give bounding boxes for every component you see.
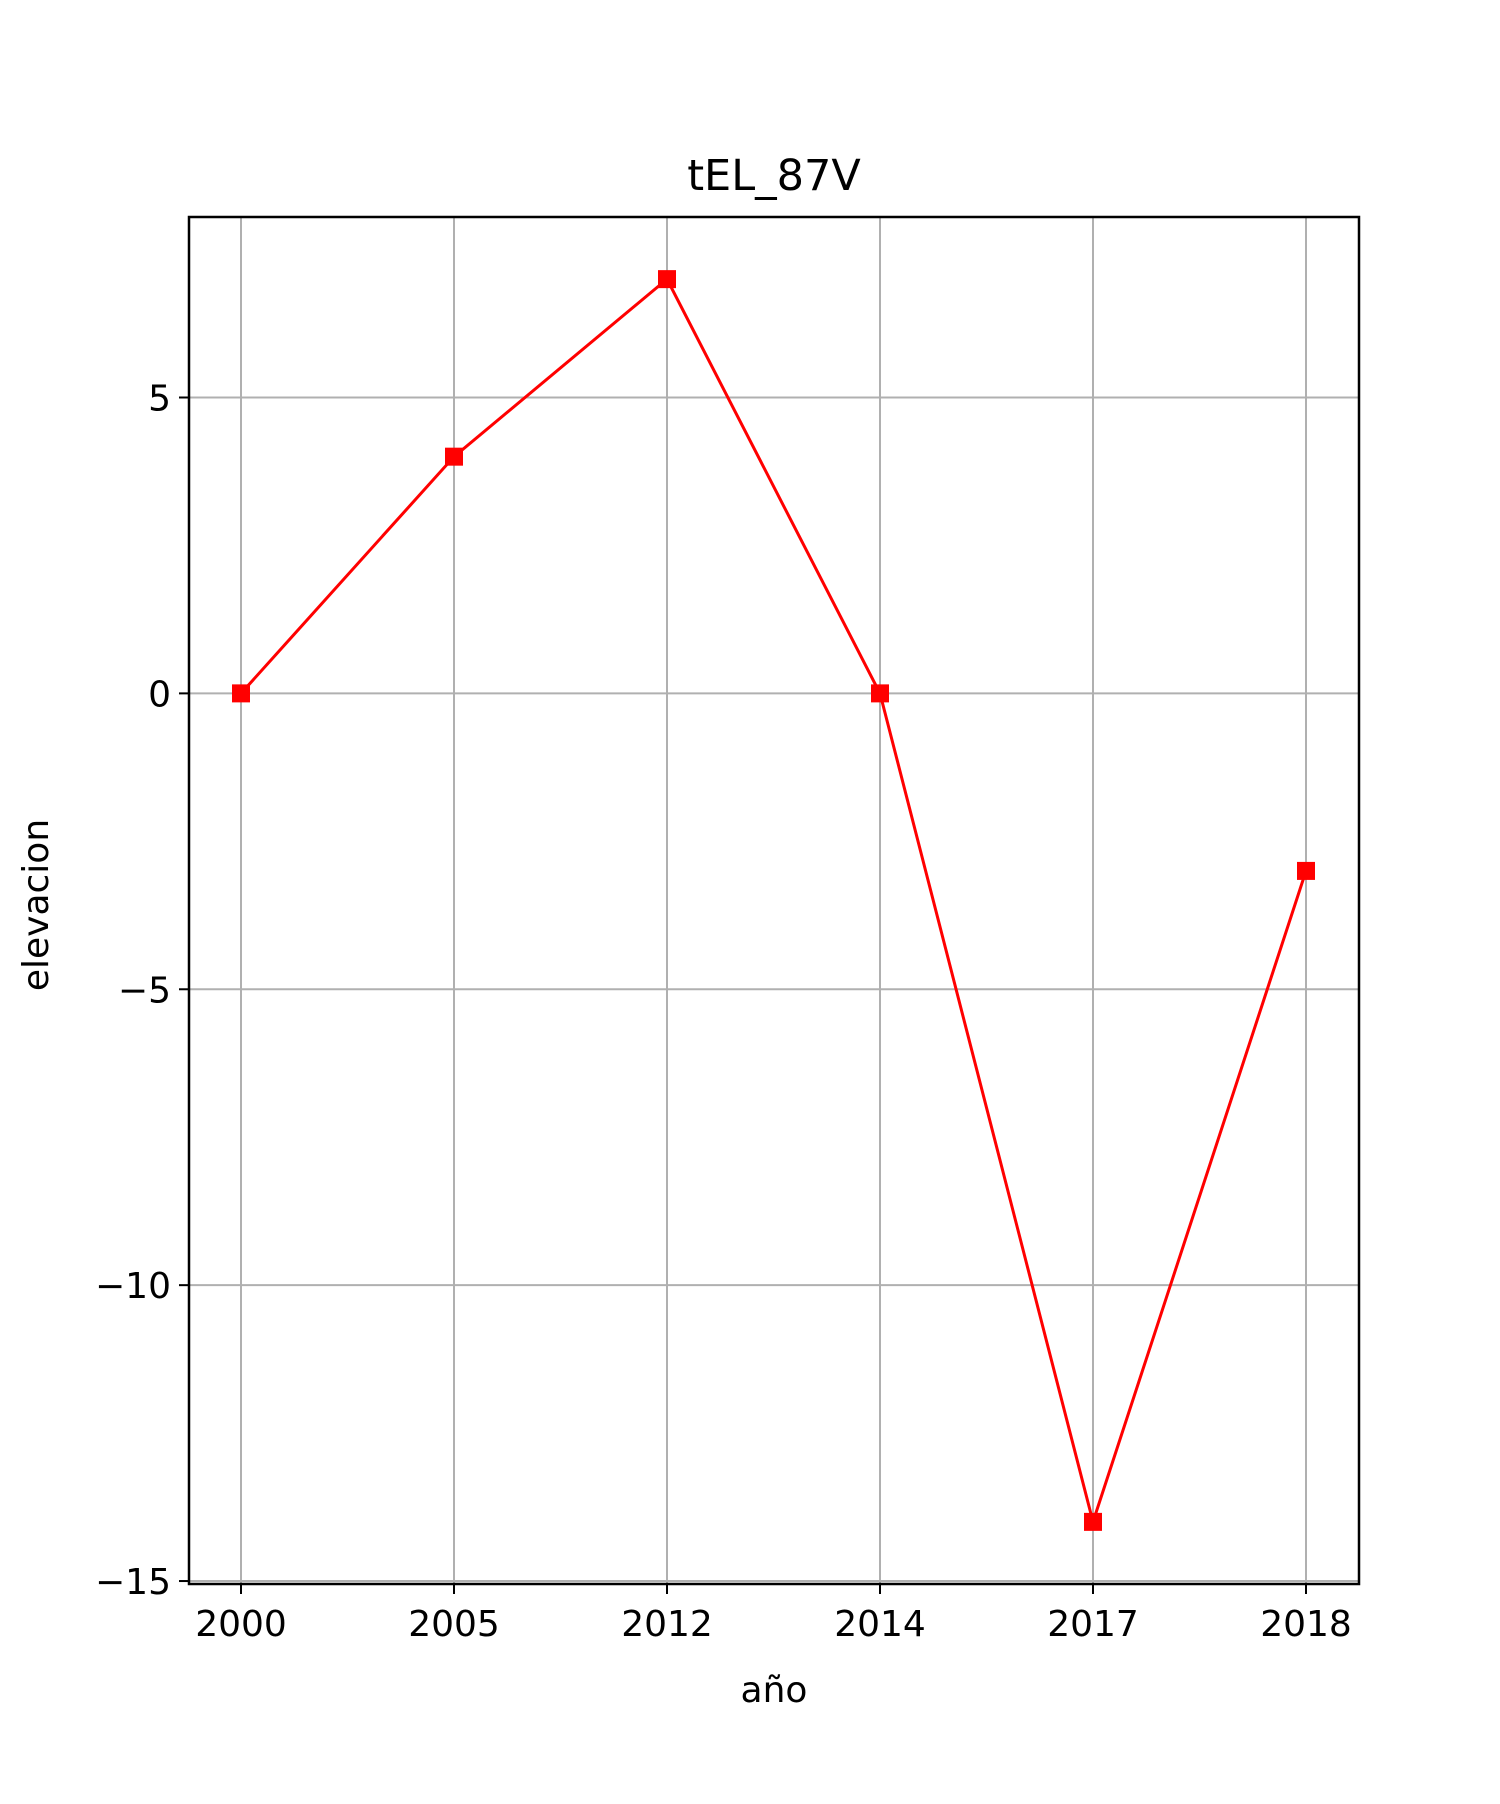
data-point-marker [1297,861,1315,880]
y-tick-label: 5 [148,378,171,419]
y-tick-label: −10 [95,1266,171,1307]
y-tick-label: −5 [118,970,171,1011]
x-tick-label: 2012 [621,1604,713,1645]
x-axis-ticks: 2000 2005 2012 2014 2017 2018 [195,1584,1352,1645]
y-tick-label: 0 [148,674,171,715]
y-axis-ticks: 5 0 −5 −10 −15 [95,378,189,1603]
x-tick-label: 2017 [1047,1604,1139,1645]
x-tick-label: 2018 [1260,1604,1352,1645]
y-axis-label: elevacion [16,819,57,991]
series-layer [232,270,1315,1531]
x-tick-label: 2000 [195,1604,287,1645]
grid-layer [189,217,1359,1584]
data-point-marker [871,684,889,703]
data-point-marker [232,684,250,703]
data-point-marker [658,270,676,289]
x-tick-label: 2014 [834,1604,926,1645]
plot-frame [187,215,1361,1586]
data-point-marker [445,447,463,466]
series-line [239,276,1308,1528]
x-tick-label: 2005 [408,1604,500,1645]
y-tick-label: −15 [95,1562,171,1603]
x-axis-label: año [741,1670,808,1711]
data-point-marker [1084,1512,1102,1531]
chart-title: tEL_87V [687,151,861,201]
